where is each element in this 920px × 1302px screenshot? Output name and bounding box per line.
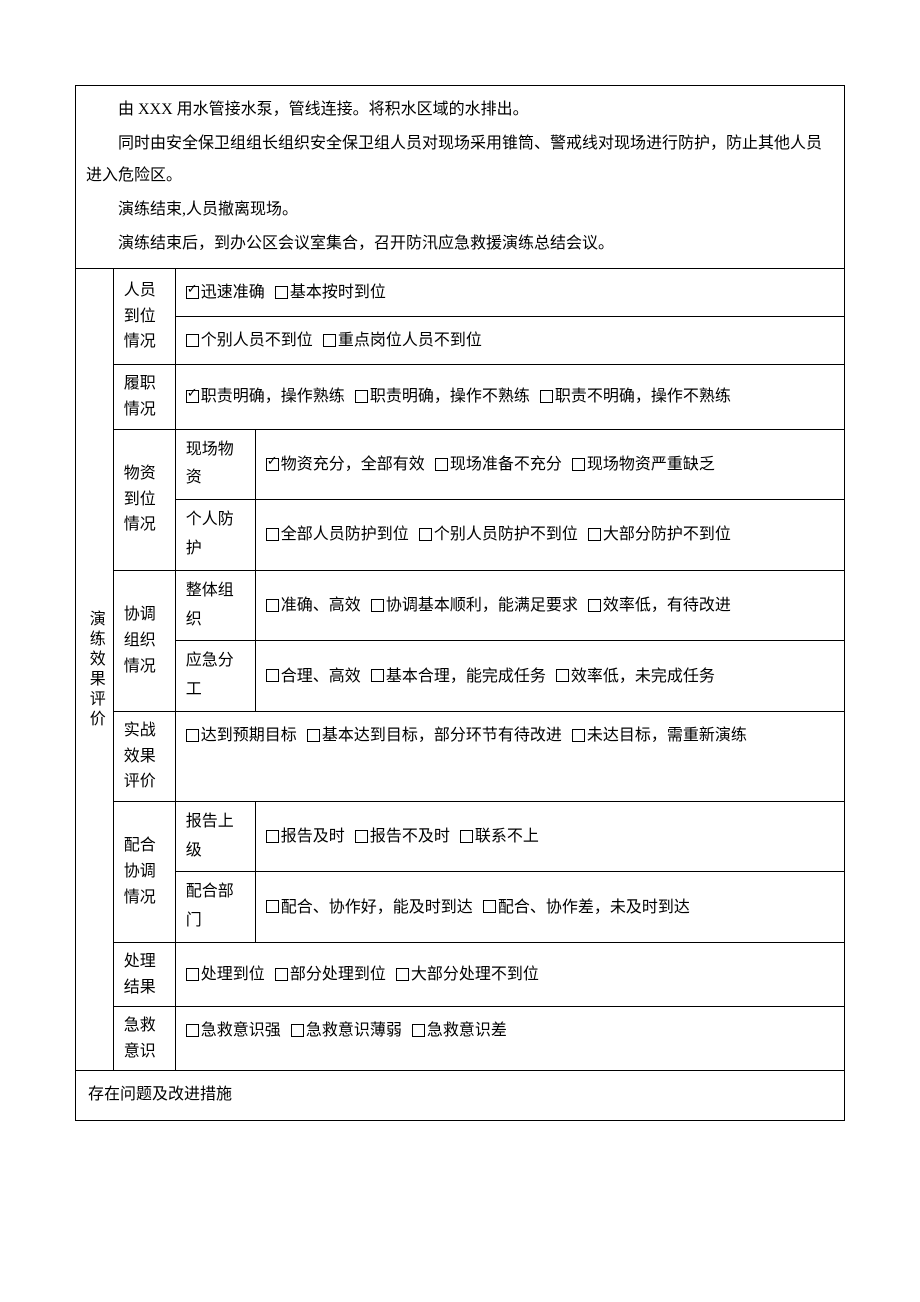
checkbox-icon — [588, 599, 601, 612]
checkbox-icon — [556, 669, 569, 682]
checkbox-icon — [266, 599, 279, 612]
sub-coop-2-label: 配合部门 — [175, 872, 255, 943]
row-personnel-opts-1: 迅速准确 基本按时到位 — [175, 269, 844, 317]
checkbox-icon — [588, 528, 601, 541]
checkbox-icon — [572, 458, 585, 471]
sub-materials-2-label: 个人防护 — [175, 500, 255, 571]
checkbox-icon — [266, 528, 279, 541]
checkbox-icon — [460, 830, 473, 843]
checkbox-icon — [572, 729, 585, 742]
checkbox-icon — [186, 968, 199, 981]
checkbox-icon — [266, 458, 279, 471]
checkbox-icon — [412, 1024, 425, 1037]
row-coop-label: 配合协调情况 — [113, 801, 175, 942]
row-coord-label: 协调组织情况 — [113, 570, 175, 711]
sub-coord-1-label: 整体组织 — [175, 570, 255, 641]
row-aid-opts: 急救意识强 急救意识薄弱 急救意识差 — [175, 1007, 844, 1071]
sub-coop-2-opts: 配合、协作好，能及时到达 配合、协作差，未及时到达 — [255, 872, 844, 943]
sub-coop-1-label: 报告上级 — [175, 801, 255, 872]
checkbox-icon — [266, 900, 279, 913]
checkbox-icon — [540, 390, 553, 403]
row-result-label: 处理结果 — [113, 942, 175, 1006]
checkbox-icon — [266, 830, 279, 843]
checkbox-icon — [291, 1024, 304, 1037]
checkbox-icon — [371, 599, 384, 612]
checkbox-icon — [419, 528, 432, 541]
sub-materials-2-opts: 全部人员防护到位 个别人员防护不到位 大部分防护不到位 — [255, 500, 844, 571]
sub-materials-1-label: 现场物资 — [175, 429, 255, 500]
section-label: 演练效果评价 — [76, 269, 114, 1071]
checkbox-icon — [371, 669, 384, 682]
checkbox-icon — [435, 458, 448, 471]
footer-label: 存在问题及改进措施 — [76, 1071, 845, 1121]
row-result-opts: 处理到位 部分处理到位 大部分处理不到位 — [175, 942, 844, 1006]
row-duty-label: 履职情况 — [113, 365, 175, 429]
sub-materials-1-opts: 物资充分，全部有效 现场准备不充分 现场物资严重缺乏 — [255, 429, 844, 500]
narrative-cell: 由 XXX 用水管接水泵，管线连接。将积水区域的水排出。 同时由安全保卫组组长组… — [76, 86, 845, 269]
checkbox-icon — [355, 830, 368, 843]
checkbox-icon — [186, 334, 199, 347]
narrative-p3: 演练结束,人员撤离现场。 — [86, 194, 834, 226]
narrative-p1: 由 XXX 用水管接水泵，管线连接。将积水区域的水排出。 — [86, 94, 834, 126]
checkbox-icon — [266, 669, 279, 682]
checkbox-icon — [275, 968, 288, 981]
row-aid-label: 急救意识 — [113, 1007, 175, 1071]
sub-coord-1-opts: 准确、高效 协调基本顺利，能满足要求 效率低，有待改进 — [255, 570, 844, 641]
checkbox-icon — [307, 729, 320, 742]
checkbox-icon — [186, 390, 199, 403]
document-table: 由 XXX 用水管接水泵，管线连接。将积水区域的水排出。 同时由安全保卫组组长组… — [75, 85, 845, 1121]
row-effect-label: 实战效果评价 — [113, 711, 175, 801]
narrative-p2: 同时由安全保卫组组长组织安全保卫组人员对现场采用锥筒、警戒线对现场进行防护，防止… — [86, 128, 834, 192]
checkbox-icon — [186, 286, 199, 299]
sub-coop-1-opts: 报告及时 报告不及时 联系不上 — [255, 801, 844, 872]
checkbox-icon — [396, 968, 409, 981]
checkbox-icon — [323, 334, 336, 347]
sub-coord-2-label: 应急分工 — [175, 641, 255, 712]
row-personnel-label: 人员到位情况 — [113, 269, 175, 365]
checkbox-icon — [186, 1024, 199, 1037]
checkbox-icon — [355, 390, 368, 403]
narrative-p4: 演练结束后，到办公区会议室集合，召开防汛应急救援演练总结会议。 — [86, 228, 834, 260]
row-materials-label: 物资到位情况 — [113, 429, 175, 570]
checkbox-icon — [275, 286, 288, 299]
row-personnel-opts-2: 个别人员不到位 重点岗位人员不到位 — [175, 317, 844, 365]
checkbox-icon — [186, 729, 199, 742]
sub-coord-2-opts: 合理、高效 基本合理，能完成任务 效率低，未完成任务 — [255, 641, 844, 712]
row-effect-opts: 达到预期目标 基本达到目标，部分环节有待改进 未达目标，需重新演练 — [175, 711, 844, 801]
row-duty-opts: 职责明确，操作熟练 职责明确，操作不熟练 职责不明确，操作不熟练 — [175, 365, 844, 429]
checkbox-icon — [483, 900, 496, 913]
